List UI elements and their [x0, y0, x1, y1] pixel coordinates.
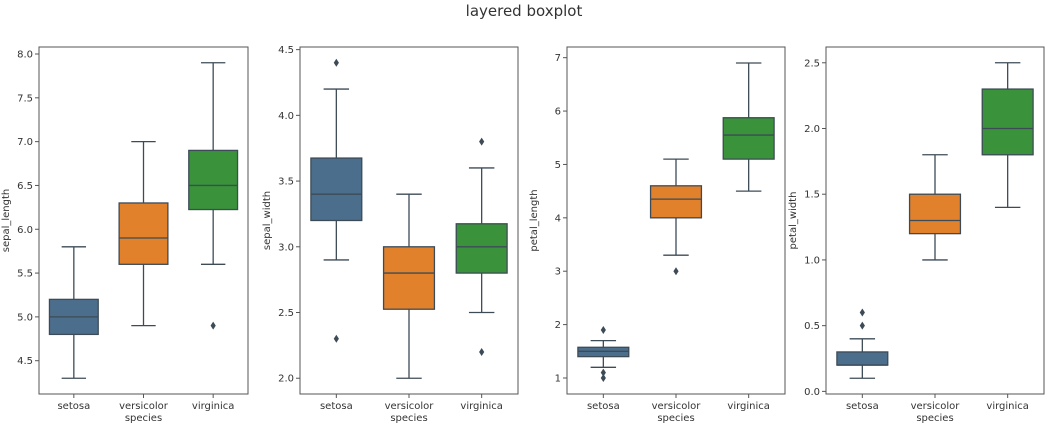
- y-tick-label: 8.0: [17, 50, 33, 61]
- y-tick-label: 3.5: [278, 177, 294, 188]
- x-tick-label: versicolor: [385, 401, 435, 412]
- iqr-box: [382, 246, 436, 310]
- y-tick-label: 6.0: [17, 225, 33, 236]
- y-tick-label: 0.5: [804, 321, 820, 332]
- axes-frame: [299, 46, 519, 395]
- y-tick-label: 2: [555, 320, 561, 331]
- y-axis-label: petal_length: [529, 189, 540, 251]
- y-tick-label: 2.0: [804, 124, 820, 135]
- iqr-box: [310, 157, 363, 222]
- y-tick-label: 1.5: [804, 190, 820, 201]
- outlier-point: [333, 334, 339, 343]
- box-versicolor: [382, 193, 436, 379]
- axes-frame: [38, 46, 249, 395]
- y-tick-label: 7: [555, 53, 561, 64]
- y-axis-label: petal_width: [788, 192, 799, 250]
- y-tick-label: 2.5: [804, 58, 820, 69]
- box-versicolor: [649, 158, 703, 276]
- outlier-point: [859, 308, 865, 317]
- y-tick-label: 1.0: [804, 255, 820, 266]
- x-tick-label: setosa: [587, 401, 620, 412]
- iqr-box: [836, 351, 889, 366]
- outlier-point: [333, 58, 339, 67]
- x-tick-label: setosa: [57, 401, 90, 412]
- x-tick-label: setosa: [846, 401, 879, 412]
- iqr-box: [981, 88, 1034, 156]
- box-versicolor: [118, 140, 169, 327]
- box-versicolor: [908, 154, 962, 261]
- x-tick-label: virginica: [727, 401, 770, 412]
- panel-petal-length: 1 2 3 4 5 6 7 setosa versicolor virginica species p…: [529, 46, 786, 424]
- y-tick-label: 5.5: [17, 269, 33, 280]
- y-axis-label: sepal_length: [1, 189, 12, 253]
- y-tick-label: 7.0: [17, 137, 33, 148]
- box-virginica: [981, 62, 1034, 209]
- figure-title: layered boxplot: [465, 2, 583, 20]
- outlier-point: [600, 368, 606, 377]
- x-axis-label: species: [657, 413, 694, 424]
- panel-sepal-width: 2.0 2.5 3.0 3.5 4.0 4.5 setosa versicolor virgin…: [262, 45, 519, 424]
- x-tick-label: virginica: [460, 401, 503, 412]
- box-setosa: [310, 58, 363, 343]
- y-tick-label: 0.0: [804, 387, 820, 398]
- axes-frame: [825, 46, 1045, 395]
- outlier-point: [600, 325, 606, 334]
- panel-petal-width: 0.0 0.5 1.0 1.5 2.0 2.5 setosa versicolor virgin…: [788, 46, 1045, 424]
- y-tick-label: 3: [555, 267, 561, 278]
- y-tick-label: 4.0: [278, 111, 294, 122]
- iqr-box: [118, 202, 169, 265]
- y-tick-label: 4.5: [278, 45, 294, 56]
- x-tick-label: setosa: [320, 401, 353, 412]
- x-axis-label: species: [390, 413, 427, 424]
- x-axis-label: species: [125, 413, 162, 424]
- iqr-box: [649, 185, 703, 219]
- axes-frame: [566, 46, 786, 395]
- iqr-box: [722, 117, 775, 160]
- box-virginica: [455, 137, 508, 356]
- iqr-box: [188, 149, 239, 211]
- box-setosa: [836, 308, 889, 379]
- y-tick-label: 5: [555, 160, 561, 171]
- outlier-point: [673, 267, 679, 276]
- iqr-box: [577, 346, 630, 358]
- y-tick-label: 1: [555, 373, 561, 384]
- outlier-point: [479, 137, 485, 146]
- y-axis-label: sepal_width: [262, 191, 273, 250]
- y-tick-label: 3.0: [278, 242, 294, 253]
- x-tick-label: versicolor: [911, 401, 961, 412]
- x-axis-label: species: [916, 413, 953, 424]
- y-tick-label: 4.5: [17, 356, 33, 367]
- panel-sepal-length: 4.5 5.0 5.5 6.0 6.5 7.0 7.5 8.0 setosa versicolor…: [1, 46, 249, 424]
- y-tick-label: 2.0: [278, 374, 294, 385]
- iqr-box: [908, 193, 962, 235]
- outlier-point: [210, 321, 216, 330]
- box-virginica: [722, 62, 775, 192]
- x-tick-label: virginica: [986, 401, 1029, 412]
- iqr-box: [455, 223, 508, 274]
- x-tick-label: versicolor: [652, 401, 702, 412]
- x-tick-label: versicolor: [119, 401, 169, 412]
- outlier-point: [600, 373, 606, 382]
- outlier-point: [479, 347, 485, 356]
- box-setosa: [48, 246, 99, 379]
- x-tick-label: virginica: [192, 401, 235, 412]
- y-tick-label: 4: [555, 213, 561, 224]
- box-virginica: [188, 62, 239, 330]
- y-tick-label: 6.5: [17, 181, 33, 192]
- outlier-point: [859, 321, 865, 330]
- y-tick-label: 6: [555, 107, 561, 118]
- y-tick-label: 2.5: [278, 308, 294, 319]
- box-setosa: [577, 325, 630, 382]
- y-tick-label: 7.5: [17, 93, 33, 104]
- y-tick-label: 5.0: [17, 312, 33, 323]
